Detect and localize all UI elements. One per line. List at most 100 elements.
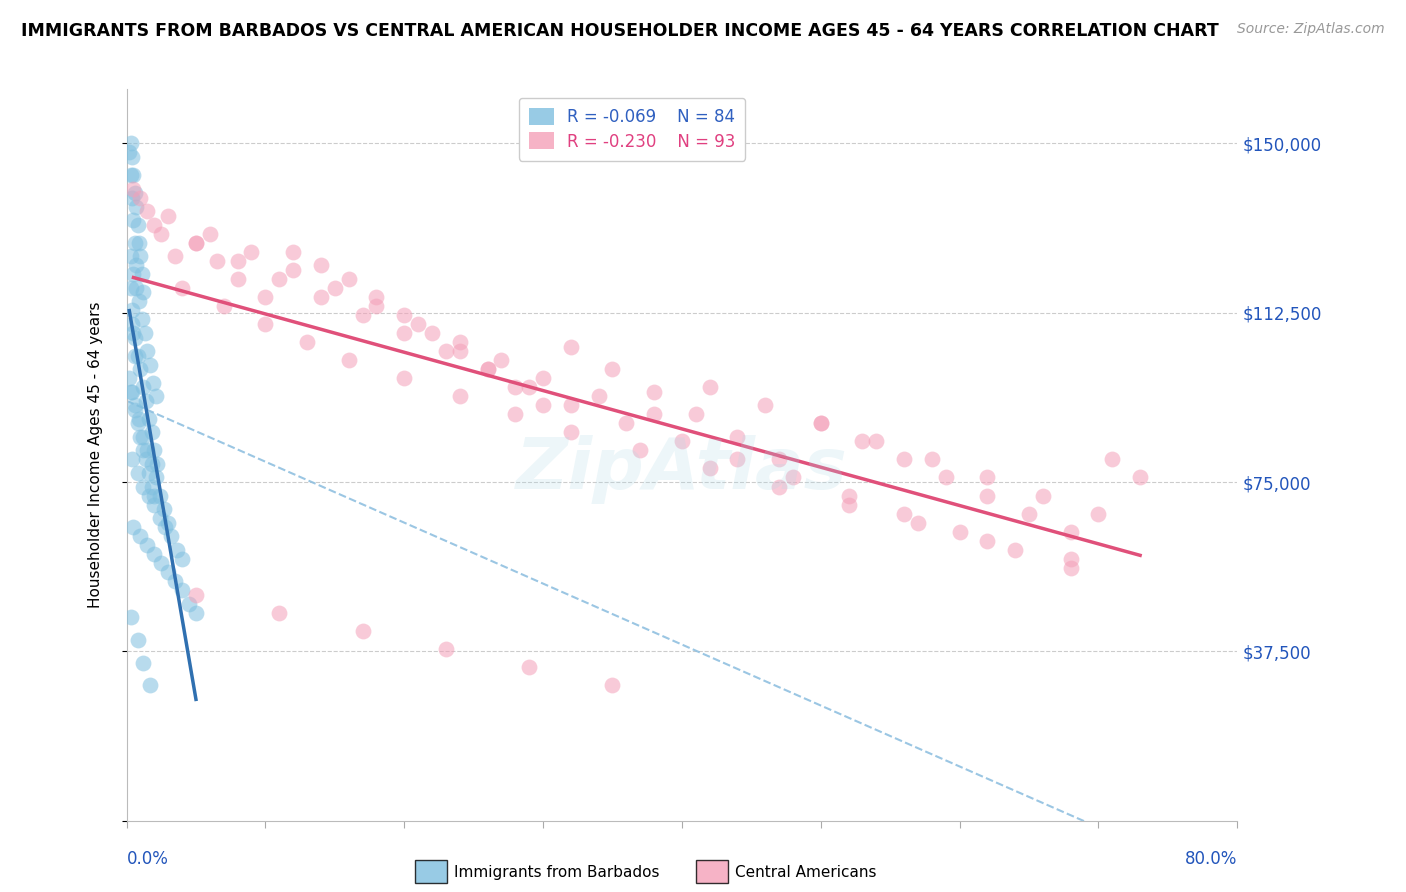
Point [768, 452, 790, 467]
Point [124, 235, 146, 250]
Point [120, 281, 142, 295]
Point [477, 362, 499, 376]
Point [434, 344, 457, 359]
Point [503, 407, 526, 421]
Point [782, 470, 804, 484]
Point [143, 218, 166, 232]
Point [1032, 489, 1054, 503]
Point [352, 624, 374, 638]
Point [132, 656, 155, 670]
Point [295, 334, 318, 349]
Point [132, 443, 155, 458]
Point [141, 479, 163, 493]
Point [449, 389, 471, 403]
Point [671, 434, 693, 449]
Point [281, 244, 304, 259]
Point [921, 452, 943, 467]
Point [754, 398, 776, 412]
Point [588, 389, 610, 403]
Point [643, 407, 665, 421]
Point [145, 470, 167, 484]
Point [150, 556, 173, 570]
Point [122, 326, 145, 340]
Point [129, 529, 152, 543]
Legend: R = -0.069    N = 84, R = -0.230    N = 93: R = -0.069 N = 84, R = -0.230 N = 93 [519, 97, 745, 161]
Point [124, 330, 146, 344]
Point [865, 434, 887, 449]
Point [121, 384, 143, 399]
Point [172, 551, 194, 566]
Point [560, 398, 582, 412]
Point [643, 384, 665, 399]
Point [118, 145, 141, 160]
Point [122, 268, 145, 282]
Point [184, 235, 207, 250]
Point [136, 344, 159, 359]
Point [165, 249, 187, 263]
Point [125, 281, 148, 295]
Point [139, 358, 162, 372]
Point [149, 511, 172, 525]
Point [124, 398, 146, 412]
Point [143, 498, 166, 512]
Point [394, 326, 416, 340]
Point [269, 606, 291, 620]
Point [135, 452, 157, 467]
Point [406, 317, 429, 331]
Point [907, 516, 929, 530]
Point [685, 407, 707, 421]
Point [838, 489, 860, 503]
Point [118, 371, 141, 385]
Point [160, 529, 183, 543]
Point [352, 308, 374, 322]
Point [281, 262, 304, 277]
Point [976, 533, 998, 548]
Point [1101, 452, 1123, 467]
Point [172, 583, 194, 598]
Point [143, 443, 166, 458]
Point [120, 384, 142, 399]
Point [560, 340, 582, 354]
Point [132, 430, 155, 444]
Text: Source: ZipAtlas.com: Source: ZipAtlas.com [1237, 22, 1385, 37]
Point [323, 281, 346, 295]
Point [517, 660, 540, 674]
Point [614, 417, 637, 431]
Point [893, 507, 915, 521]
Point [976, 470, 998, 484]
Point [125, 200, 148, 214]
Point [120, 610, 142, 624]
Point [138, 412, 160, 426]
Point [1060, 561, 1083, 575]
Point [136, 204, 159, 219]
Y-axis label: Householder Income Ages 45 - 64 years: Householder Income Ages 45 - 64 years [89, 301, 103, 608]
Point [132, 380, 155, 394]
Point [810, 417, 832, 431]
Point [184, 235, 207, 250]
Point [184, 606, 207, 620]
Point [149, 489, 172, 503]
Point [935, 470, 957, 484]
Point [141, 457, 163, 471]
Point [449, 334, 471, 349]
Point [121, 303, 143, 318]
Point [122, 520, 145, 534]
Point [127, 417, 149, 431]
Point [128, 412, 150, 426]
Point [157, 209, 180, 223]
Point [1060, 524, 1083, 539]
Point [138, 489, 160, 503]
Point [184, 588, 207, 602]
Point [127, 633, 149, 648]
Point [139, 678, 162, 692]
Point [1129, 470, 1152, 484]
Point [560, 425, 582, 440]
Point [309, 258, 332, 272]
Point [132, 479, 155, 493]
Point [145, 389, 167, 403]
Point [177, 597, 200, 611]
Point [254, 290, 277, 304]
Point [205, 253, 228, 268]
Point [135, 393, 157, 408]
Point [155, 520, 177, 534]
